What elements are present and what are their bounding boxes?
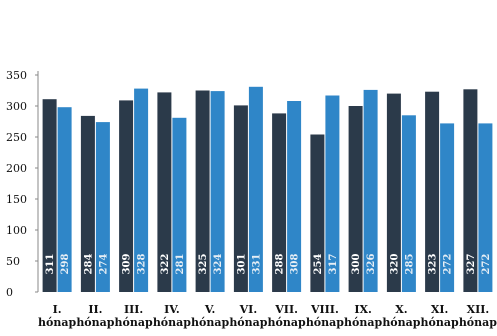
bar-series-2 [210,91,225,292]
x-tick-label-numeral: IX. [354,303,372,316]
x-tick-label-word: hónap [191,316,229,329]
x-tick-label-numeral: X. [395,303,407,316]
category-labels-group: I.hónapII.hónapIII.hónapIV.hónapV.hónapV… [38,303,497,329]
x-tick-label-numeral: V. [204,303,215,316]
data-label: 328 [137,254,148,275]
bar-series-2 [401,115,416,292]
y-tick-label: 300 [6,100,27,113]
bar-series-1 [119,100,134,293]
data-label: 322 [160,254,171,275]
bar-series-1 [310,134,325,292]
data-label: 320 [389,254,400,275]
bar-series-1 [272,113,287,293]
data-label: 272 [443,254,454,275]
bar-series-2 [325,95,340,292]
bar-series-1 [157,92,172,293]
x-tick-label-word: hónap [459,316,497,329]
data-label: 331 [251,254,262,275]
data-label: 298 [60,254,71,275]
data-label: 300 [351,254,362,275]
bar-series-2 [440,123,455,293]
y-tick-label: 0 [6,286,13,299]
x-tick-label-numeral: XII. [467,303,490,316]
bar-series-2 [478,123,493,293]
bar-series-1 [80,115,95,293]
data-label: 284 [83,254,94,275]
x-tick-label-word: hónap [382,316,420,329]
data-label: 317 [328,254,339,275]
x-tick-label-word: hónap [38,316,76,329]
x-tick-label-word: hónap [421,316,459,329]
x-tick-label-numeral: VI. [239,303,258,316]
x-tick-label-word: hónap [268,316,306,329]
x-tick-label-numeral: III. [124,303,143,316]
bar-series-2 [95,122,110,292]
data-label: 288 [275,254,286,275]
data-label: 311 [45,254,56,275]
x-tick-label-word: hónap [153,316,191,329]
data-label: 285 [404,254,415,275]
bar-series-1 [386,93,401,292]
x-tick-label-word: hónap [229,316,267,329]
data-label: 309 [122,254,133,275]
x-tick-label-word: hónap [344,316,382,329]
bar-series-2 [287,101,302,292]
bar-series-2 [134,88,149,292]
y-axis: 0 50 100 150 200 250 300 350 [6,69,39,299]
data-label: 326 [366,254,377,275]
x-tick-label-word: hónap [306,316,344,329]
data-label: 308 [290,254,301,275]
bar-series-1 [425,91,440,292]
data-label: 274 [98,254,109,275]
bar-series-1 [348,106,363,292]
data-label: 327 [466,254,477,275]
y-tick-label: 100 [6,224,27,237]
y-tick-label: 50 [6,255,20,268]
bar-series-1 [233,105,248,293]
bar-series-1 [463,89,478,292]
y-tick-label: 250 [6,131,27,144]
data-label: 272 [481,254,492,275]
x-tick-label-word: hónap [76,316,114,329]
bar-series-2 [248,86,263,292]
data-label: 325 [198,254,209,275]
bar-series-2 [363,89,378,293]
x-tick-label-numeral: II. [88,303,102,316]
data-label: 281 [175,254,186,275]
y-tick-label: 200 [6,162,27,175]
x-tick-label-numeral: IV. [164,303,180,316]
bar-series-2 [172,117,187,292]
data-label: 323 [428,254,439,275]
bar-series-1 [42,99,57,292]
x-tick-label-numeral: I. [53,303,62,316]
data-label: 254 [313,254,324,275]
bar-series-1 [195,90,210,292]
x-tick-label-word: hónap [115,316,153,329]
x-tick-label-numeral: XI. [431,303,449,316]
data-label: 301 [236,254,247,275]
bar-series-2 [57,107,72,292]
y-tick-label: 150 [6,193,27,206]
x-tick-label-numeral: VII. [274,303,298,316]
x-tick-label-numeral: VIII. [310,303,339,316]
bars-group: 311 298 284 274 309 328 322 281 325 324 301 331 288 3… [42,86,493,293]
y-tick-label: 350 [6,69,27,82]
data-label: 324 [213,254,224,275]
